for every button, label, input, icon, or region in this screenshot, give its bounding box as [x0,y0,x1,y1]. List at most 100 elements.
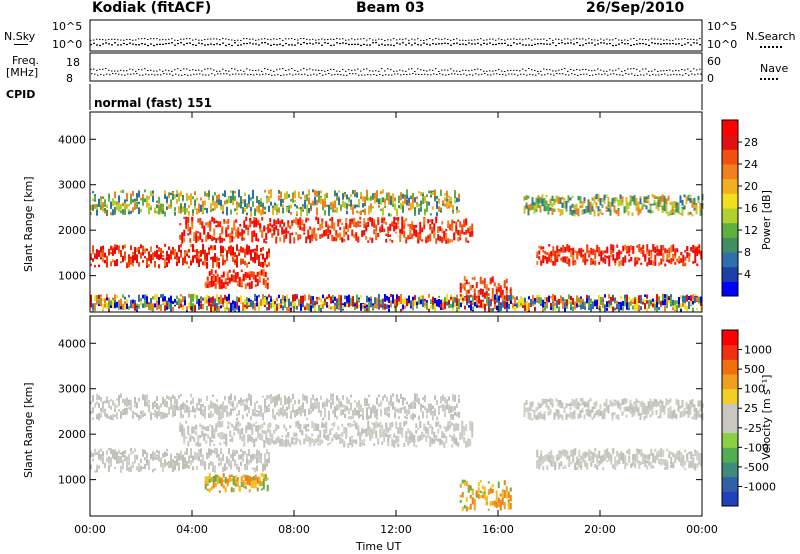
data-cell [414,393,416,402]
data-cell [216,448,218,456]
data-cell [122,303,124,310]
data-cell [498,305,500,312]
data-cell [393,433,396,438]
data-cell [110,458,112,467]
nsky-point [558,42,560,45]
data-cell [208,190,210,198]
data-cell [440,189,442,196]
data-cell [244,260,246,266]
data-cell [214,304,216,311]
nsearch-point [324,39,326,41]
data-cell [540,297,542,305]
data-cell [212,245,214,251]
data-cell [390,401,392,407]
nsky-point [564,43,566,45]
data-cell [625,196,628,204]
nsky-point [324,42,326,44]
data-cell [254,411,256,417]
data-cell [432,206,434,210]
data-cell [144,256,146,259]
data-cell [396,394,398,397]
data-cell [240,196,242,202]
data-cell [158,412,160,417]
freq-point [426,70,428,72]
data-cell [146,401,148,407]
freq-point [330,68,332,70]
data-cell [200,250,202,255]
data-cell [258,410,260,414]
data-cell [154,457,156,460]
nsearch-point [561,39,563,41]
data-cell [204,411,206,419]
nsky-point [162,43,164,45]
data-cell [700,250,703,257]
data-cell [272,209,274,216]
data-cell [415,429,418,434]
data-cell [575,208,578,215]
data-cell [337,426,340,431]
data-cell [322,417,324,421]
data-cell [398,196,400,201]
data-cell [210,257,212,260]
data-cell [258,294,260,298]
data-cell [485,290,488,298]
data-cell [605,206,608,209]
nave-point [697,73,699,75]
data-cell [430,409,432,416]
data-cell [176,402,178,411]
freq-point [681,69,683,71]
data-cell [152,469,154,473]
nsearch-point [630,38,632,40]
data-cell [500,304,502,311]
data-cell [236,276,239,280]
data-cell [394,197,396,202]
nave-point [289,73,291,75]
data-cell [373,224,376,228]
data-cell [162,396,164,400]
data-cell [578,297,580,303]
data-cell [618,249,621,256]
data-cell [222,246,224,254]
nave-point [169,73,171,75]
data-cell [190,303,192,311]
nsky-point [333,44,335,46]
nave-point [676,74,678,76]
nsky-point [321,44,323,46]
data-cell [193,437,196,442]
data-cell [128,399,130,406]
data-cell [441,434,444,439]
data-cell [309,235,312,244]
data-cell [328,416,330,421]
data-cell [214,256,216,263]
freq-point [504,70,506,72]
nsky-point [225,44,227,47]
data-cell [170,199,172,207]
data-cell [591,205,594,212]
data-cell [678,257,681,260]
nsearch-point [492,38,494,40]
data-cell [349,221,352,229]
freq-point [90,68,92,70]
data-cell [679,212,682,215]
data-cell [241,228,244,236]
data-cell [230,209,232,215]
data-cell [256,272,259,276]
nave-point [94,73,96,75]
data-cell [691,201,694,208]
data-cell [434,297,436,304]
data-cell [310,402,312,410]
data-cell [158,196,160,204]
freq-point [177,68,179,70]
data-cell [206,261,208,269]
data-cell [261,216,264,221]
nsearch-point [588,38,590,40]
data-cell [248,393,250,401]
data-cell [433,431,436,439]
freq-point [396,70,398,72]
data-cell [374,192,376,201]
data-cell [146,195,148,203]
data-cell [240,259,242,265]
data-cell [629,195,632,199]
data-cell [312,200,314,205]
data-cell [191,217,194,225]
